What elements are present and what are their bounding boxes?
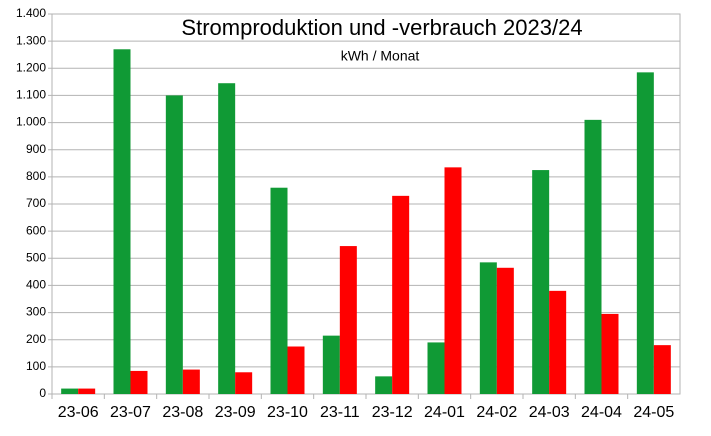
y-tick-label: 1.400 xyxy=(16,6,46,20)
x-tick-label: 24-02 xyxy=(476,404,517,421)
y-tick-label: 300 xyxy=(26,305,46,319)
y-tick-label: 0 xyxy=(39,386,46,400)
bar xyxy=(130,370,148,394)
x-tick-label: 24-04 xyxy=(581,404,622,421)
y-tick-label: 1.200 xyxy=(16,60,46,74)
x-tick-label: 23-07 xyxy=(110,404,151,421)
y-tick-label: 1.100 xyxy=(16,88,46,102)
x-tick-label: 23-10 xyxy=(267,404,308,421)
bar xyxy=(218,83,236,394)
y-tick-label: 500 xyxy=(26,250,46,264)
x-tick-label: 24-01 xyxy=(424,404,465,421)
bar xyxy=(78,388,96,394)
bar xyxy=(287,346,305,394)
bar xyxy=(165,95,183,394)
bar xyxy=(479,262,497,394)
y-tick-label: 400 xyxy=(26,278,46,292)
bar xyxy=(392,195,410,394)
bar xyxy=(601,313,619,394)
bar xyxy=(584,119,602,394)
bar xyxy=(496,267,514,394)
y-tick-label: 900 xyxy=(26,142,46,156)
y-tick-label: 700 xyxy=(26,196,46,210)
bar xyxy=(653,345,671,394)
bar xyxy=(339,246,357,394)
x-tick-label: 23-06 xyxy=(58,404,99,421)
bar xyxy=(636,72,654,394)
bar xyxy=(235,372,253,394)
bar xyxy=(427,342,445,394)
x-tick-label: 24-05 xyxy=(633,404,674,421)
y-tick-label: 200 xyxy=(26,332,46,346)
bar xyxy=(549,290,567,394)
bar xyxy=(182,369,200,394)
bar xyxy=(270,187,288,394)
y-tick-label: 100 xyxy=(26,359,46,373)
chart-subtitle: kWh / Monat xyxy=(341,48,420,64)
bar xyxy=(375,376,393,394)
y-tick-label: 1.000 xyxy=(16,115,46,129)
bar xyxy=(113,49,131,395)
bar xyxy=(444,167,462,394)
x-tick-label: 23-11 xyxy=(320,404,360,421)
bar xyxy=(322,335,340,394)
chart-title: Stromproduktion und -verbrauch 2023/24 xyxy=(181,15,582,40)
x-tick-label: 24-03 xyxy=(529,404,570,421)
bar xyxy=(532,170,550,394)
x-tick-label: 23-09 xyxy=(215,404,256,421)
y-tick-label: 1.300 xyxy=(16,33,46,47)
x-tick-label: 23-12 xyxy=(372,404,413,421)
bar xyxy=(61,388,79,394)
x-tick-label: 23-08 xyxy=(162,404,203,421)
y-tick-label: 800 xyxy=(26,169,46,183)
y-tick-label: 600 xyxy=(26,223,46,237)
